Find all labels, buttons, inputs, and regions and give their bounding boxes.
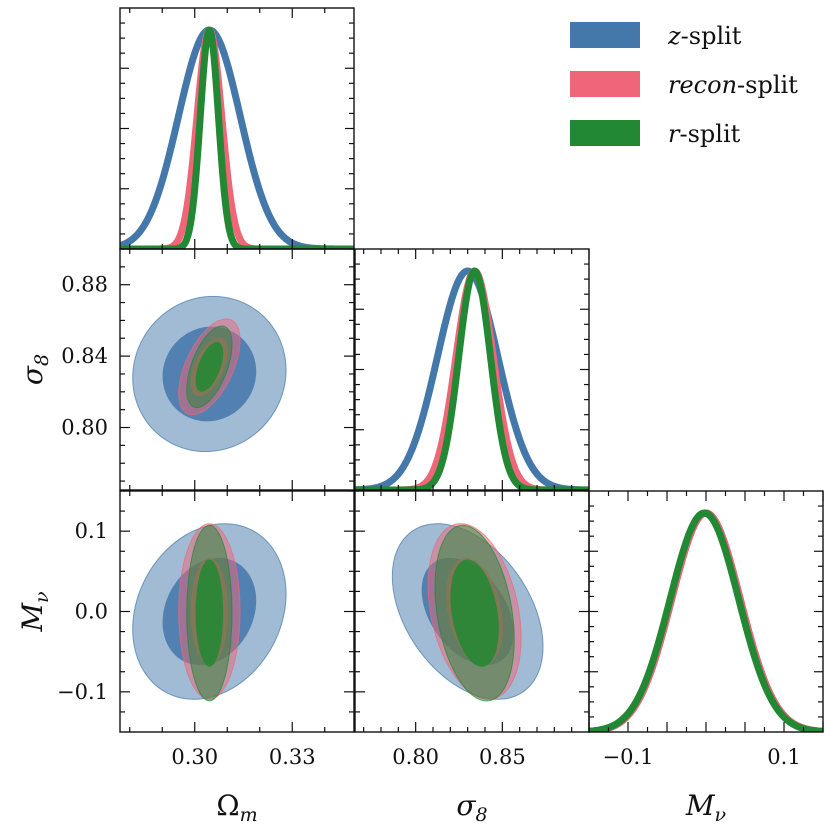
axis-label-sub: ν (715, 804, 727, 826)
recon-split-legend-label: recon-split (668, 71, 798, 99)
axis-label-main: σ (16, 365, 49, 385)
z-split-legend-label: z-split (667, 22, 742, 50)
x-tick-label: 0.30 (171, 745, 218, 769)
recon-split-legend-swatch (570, 71, 640, 97)
panel-frame (588, 490, 824, 733)
contour-panel-omega_m-sigma_8 (132, 295, 287, 453)
r-split-marginal-curve (355, 267, 589, 490)
recon-split-marginal-curve (355, 267, 589, 490)
x-axis-label-m_nu: Mν (685, 789, 727, 826)
axis-label-main: M (16, 602, 49, 633)
legend-label-rest: -split (679, 120, 740, 148)
y-tick-label: 0.1 (75, 519, 108, 543)
marginal-m_nu (589, 509, 823, 732)
ticks-panel (589, 491, 824, 732)
recon-split-marginal-curve (120, 26, 354, 249)
r-split-legend-label: r-split (668, 120, 741, 148)
z-split-marginal-curve (589, 509, 823, 732)
legend-label-rest: -split (737, 71, 798, 99)
ticks-panel (355, 249, 590, 490)
x-tick-label: 0.1 (767, 745, 800, 769)
ticks-panel (355, 490, 590, 732)
y-tick-label: −0.1 (57, 680, 108, 704)
legend-label-rest: -split (681, 22, 742, 50)
x-tick-label: 0.85 (479, 745, 526, 769)
marginal-sigma_8 (355, 267, 589, 490)
z-split-legend-swatch (570, 22, 640, 48)
axis-label-sub: ν (31, 591, 53, 603)
r-split-contour-1sigma (450, 559, 499, 667)
z-split-marginal-curve (355, 267, 589, 490)
r-split-marginal-curve (589, 509, 823, 732)
y-axis-label-m_nu: Mν (16, 591, 53, 633)
x-tick-label: −0.1 (603, 745, 654, 769)
ticks-panel (120, 248, 354, 490)
panel-frame (119, 248, 355, 491)
ticks-panel (120, 490, 354, 732)
y-tick-label: 0.0 (75, 600, 108, 624)
contour-panel-sigma_8-m_nu (391, 523, 544, 702)
r-split-contour-1sigma (195, 341, 224, 392)
recon-split-marginal-curve (589, 509, 823, 732)
x-axis-label-omega_m: Ωm (216, 789, 257, 826)
legend-label-italic: z (667, 22, 681, 50)
axis-label-sub: 8 (476, 804, 488, 826)
r-split-marginal-curve (120, 26, 354, 249)
contour-panel-omega_m-m_nu (132, 523, 287, 702)
y-tick-label: 0.84 (61, 344, 108, 368)
panel-frame (119, 7, 355, 250)
y-tick-label: 0.80 (61, 416, 108, 440)
ticks-panel (120, 8, 354, 249)
legend-label-italic: r (668, 120, 681, 148)
axis-label-sub: m (240, 804, 258, 826)
x-tick-label: 0.33 (269, 745, 316, 769)
x-axis-label-sigma_8: σ8 (456, 789, 487, 826)
y-axis-label-sigma_8: σ8 (16, 354, 53, 385)
r-split-contour-1sigma (195, 559, 224, 667)
x-tick-label: 0.80 (392, 745, 439, 769)
y-tick-label: 0.88 (61, 273, 108, 297)
legend-label-italic: recon (668, 71, 737, 99)
axis-label-main: σ (456, 789, 476, 822)
axis-label-main: M (685, 789, 716, 822)
axis-label-main: Ω (216, 789, 239, 822)
axis-label-sub: 8 (31, 354, 53, 366)
r-split-legend-swatch (570, 120, 640, 146)
marginal-omega_m (120, 26, 354, 249)
